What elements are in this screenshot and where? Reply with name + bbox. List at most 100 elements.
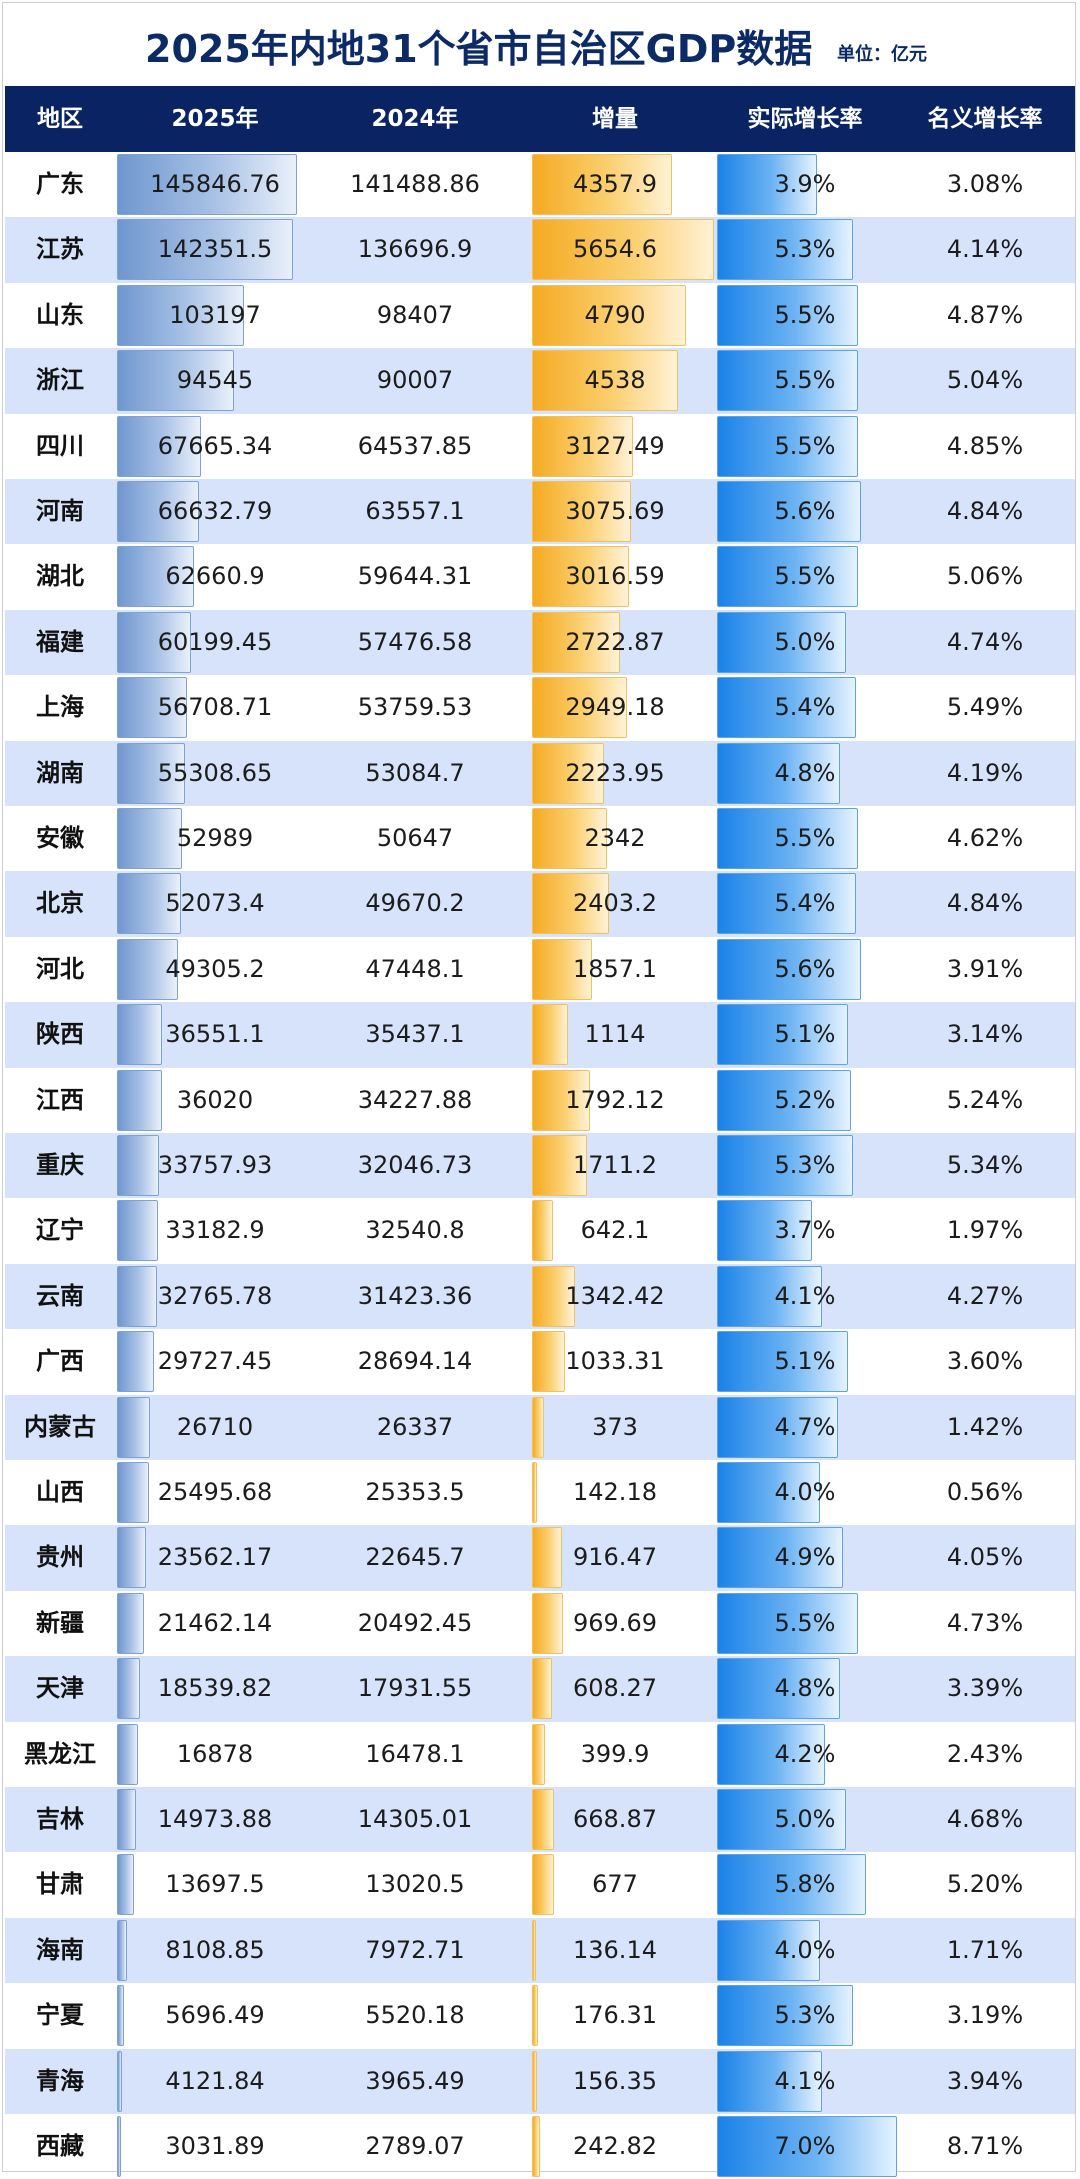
real-growth-value: 5.5%: [774, 1608, 836, 1637]
gdp-2025-value: 67665.34: [157, 431, 273, 460]
increment-value: 2342: [584, 824, 646, 852]
gdp-2025-value: 32765.78: [157, 1281, 273, 1310]
region-name: 宁夏: [36, 2001, 84, 2030]
gdp-2025-bar: [117, 1265, 158, 1327]
increment-bar: [532, 481, 631, 542]
gdp-2025-bar: [117, 1527, 147, 1589]
region-name: 安徽: [36, 824, 84, 852]
header-increment: 增量: [592, 106, 638, 132]
increment-bar: [532, 1135, 588, 1196]
real-growth-value: 5.3%: [774, 2001, 836, 2030]
gdp-2024-value: 49670.2: [365, 889, 465, 918]
gdp-2025-bar: [117, 2050, 123, 2112]
nominal-growth-value: 1.97%: [946, 1216, 1024, 1245]
gdp-2024-value: 14305.01: [357, 1805, 473, 1833]
table-header: 地区 2025年 2024年 增量 实际增长率 名义增长率: [5, 86, 1075, 152]
real-growth-value: 5.3%: [774, 235, 836, 264]
increment-value: 1857.1: [573, 954, 657, 983]
region-name: 四川: [36, 431, 84, 460]
increment-value: 399.9: [580, 1739, 650, 1768]
increment-value: 677: [592, 1870, 638, 1899]
gdp-2025-bar: [117, 938, 178, 1000]
header-real-growth: 实际增长率: [747, 106, 863, 132]
table-row: 广东 145846.76 141488.86 4357.9 3.9% 3.08%: [5, 152, 1075, 217]
gdp-2025-value: 94545: [176, 366, 254, 395]
gdp-2025-value: 14973.88: [157, 1805, 273, 1833]
table-row: 浙江 94545 90007 4538 5.5% 5.04%: [5, 348, 1075, 414]
gdp-2025-value: 3031.89: [165, 2132, 265, 2160]
real-growth-value: 4.1%: [774, 1281, 836, 1310]
gdp-2025-value: 33182.9: [165, 1216, 265, 1245]
gdp-2025-bar: [117, 1919, 127, 1981]
gdp-2025-bar: [117, 1658, 140, 1720]
real-growth-bar: [717, 677, 856, 739]
increment-bar: [532, 1789, 554, 1850]
gdp-2025-value: 103197: [169, 300, 261, 329]
region-name: 河南: [36, 497, 84, 525]
real-growth-bar: [717, 154, 818, 215]
gdp-2024-value: 5520.18: [365, 2001, 465, 2030]
gdp-2024-value: 17931.55: [357, 1674, 473, 1703]
nominal-growth-value: 4.62%: [946, 824, 1024, 852]
increment-bar: [532, 1462, 537, 1523]
gdp-2025-value: 4121.84: [165, 2066, 265, 2095]
increment-value: 969.69: [573, 1608, 657, 1637]
real-growth-bar: [717, 938, 861, 1000]
region-name: 重庆: [36, 1151, 84, 1179]
real-growth-value: 5.5%: [774, 366, 836, 395]
increment-value: 242.82: [573, 2132, 657, 2160]
gdp-2025-value: 36551.1: [165, 1020, 265, 1049]
increment-value: 4357.9: [573, 170, 657, 198]
gdp-2025-value: 60199.45: [157, 627, 273, 656]
nominal-growth-value: 4.85%: [946, 431, 1024, 460]
region-name: 山西: [36, 1478, 84, 1506]
increment-bar: [532, 873, 610, 935]
gdp-2025-bar: [117, 873, 182, 935]
gdp-2025-bar: [117, 1789, 136, 1850]
gdp-2025-bar: [117, 1069, 162, 1131]
nominal-growth-value: 5.04%: [946, 366, 1024, 395]
table-row: 安徽 52989 50647 2342 5.5% 4.62%: [5, 806, 1075, 871]
gdp-2024-value: 31423.36: [357, 1281, 473, 1310]
increment-value: 916.47: [573, 1543, 657, 1572]
increment-bar: [532, 742, 604, 804]
increment-bar: [532, 1919, 537, 1981]
increment-value: 136.14: [573, 1935, 657, 1964]
increment-value: 1711.2: [573, 1151, 657, 1179]
real-growth-bar: [717, 1200, 813, 1262]
gdp-2025-bar: [117, 1592, 144, 1654]
real-growth-bar: [717, 742, 841, 804]
real-growth-value: 4.0%: [774, 1935, 836, 1964]
real-growth-bar: [717, 808, 859, 869]
real-growth-value: 5.5%: [774, 300, 836, 329]
gdp-2025-value: 23562.17: [157, 1543, 273, 1572]
gdp-2024-value: 32540.8: [365, 1216, 465, 1245]
nominal-growth-value: 4.73%: [946, 1608, 1024, 1637]
real-growth-bar: [717, 1723, 825, 1785]
gdp-2024-value: 7972.71: [365, 1935, 465, 1964]
gdp-2025-bar: [117, 219, 293, 281]
table-row: 黑龙江 16878 16478.1 399.9 4.2% 2.43%: [5, 1722, 1075, 1787]
real-growth-bar: [717, 873, 856, 935]
region-name: 云南: [36, 1281, 84, 1310]
gdp-2025-bar: [117, 284, 245, 346]
increment-value: 373: [592, 1412, 638, 1441]
table-row: 江苏 142351.5 136696.9 5654.6 5.3% 4.14%: [5, 217, 1075, 283]
gdp-2025-bar: [117, 742, 186, 804]
region-name: 江苏: [36, 235, 84, 264]
gdp-2025-bar: [117, 350, 234, 412]
increment-bar: [532, 154, 673, 215]
gdp-2025-bar: [117, 1135, 159, 1196]
table-row: 陕西 36551.1 35437.1 1114 5.1% 3.14%: [5, 1002, 1075, 1068]
increment-value: 4790: [584, 300, 646, 329]
increment-bar: [532, 2050, 537, 2112]
region-name: 黑龙江: [24, 1739, 96, 1768]
gdp-2025-bar: [117, 481, 200, 542]
gdp-2024-value: 28694.14: [357, 1347, 473, 1376]
nominal-growth-value: 5.06%: [946, 562, 1024, 591]
table-row: 广西 29727.45 28694.14 1033.31 5.1% 3.60%: [5, 1329, 1075, 1394]
real-growth-bar: [717, 1265, 823, 1327]
gdp-2024-value: 2789.07: [365, 2132, 465, 2160]
increment-bar: [532, 1069, 590, 1131]
gdp-2025-value: 18539.82: [157, 1674, 273, 1703]
